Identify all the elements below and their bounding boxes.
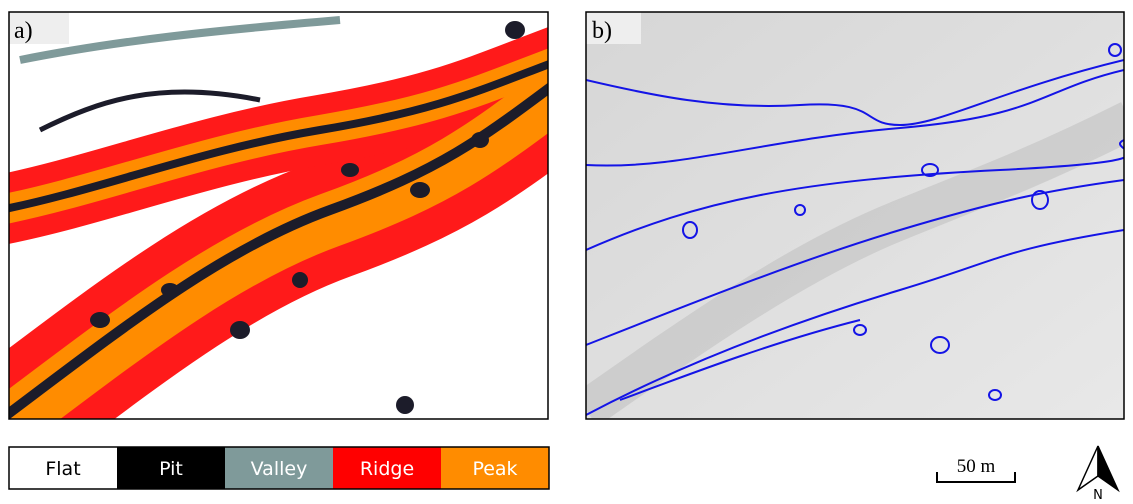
- north-arrow: [1098, 446, 1118, 490]
- pit: [90, 312, 110, 328]
- classification-map: [0, 12, 560, 430]
- legend-label: Peak: [472, 458, 517, 480]
- pit: [396, 396, 414, 414]
- hillshade-map: [586, 12, 1130, 419]
- pit: [410, 182, 430, 198]
- pit: [505, 21, 525, 39]
- legend-label: Valley: [251, 458, 308, 480]
- panel-label: a): [14, 18, 33, 44]
- legend: Flat Pit Valley Ridge Peak: [9, 447, 549, 489]
- legend-label: Ridge: [360, 458, 414, 480]
- page: a) b) Flat Pit Valley Ridge Peak 50 m N: [0, 0, 1133, 504]
- panel-label: b): [592, 18, 612, 44]
- pit: [341, 163, 359, 177]
- north-label: N: [1093, 488, 1103, 503]
- legend-label: Pit: [159, 458, 183, 480]
- scale-bar-label: 50 m: [957, 456, 996, 477]
- pit: [230, 321, 250, 339]
- north-arrow: [1078, 446, 1098, 490]
- pit: [292, 272, 308, 288]
- legend-label: Flat: [45, 458, 80, 480]
- pit: [471, 132, 489, 148]
- pit: [161, 283, 179, 297]
- figure: a) b) Flat Pit Valley Ridge Peak 50 m N: [0, 0, 1133, 504]
